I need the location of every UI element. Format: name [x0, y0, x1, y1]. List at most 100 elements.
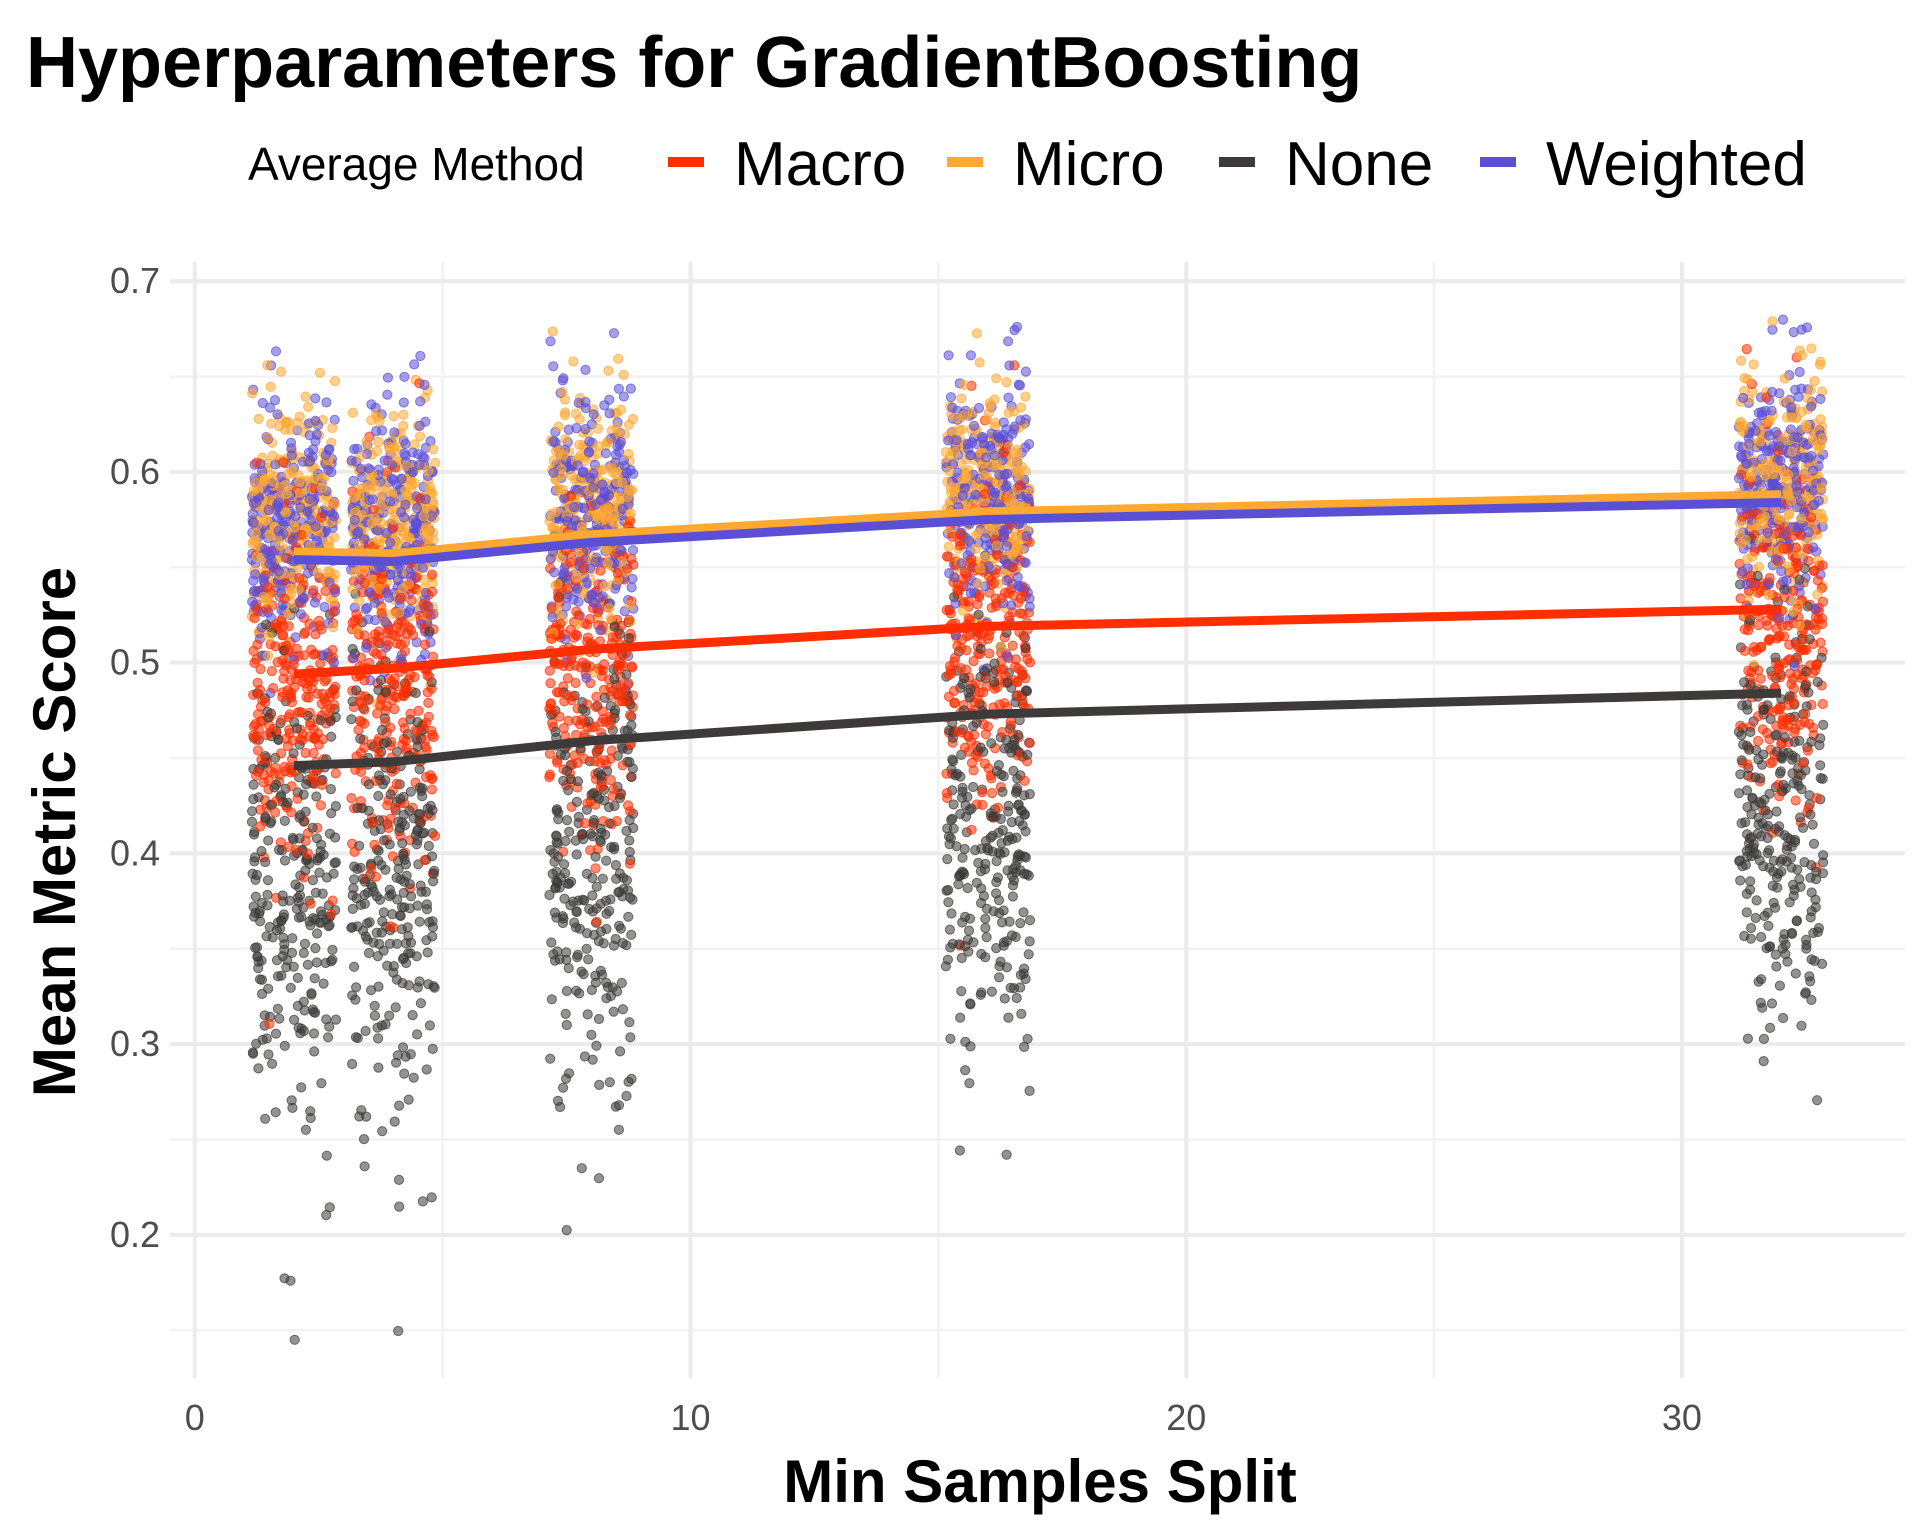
- data-point: [944, 466, 955, 477]
- data-point: [624, 757, 635, 768]
- data-point: [321, 397, 332, 408]
- data-point: [325, 784, 336, 795]
- data-point: [1809, 376, 1820, 387]
- data-point: [1009, 325, 1020, 336]
- data-point: [262, 889, 273, 900]
- data-point: [300, 391, 311, 402]
- data-point: [544, 771, 555, 783]
- data-point: [355, 899, 366, 911]
- data-point: [1794, 620, 1805, 631]
- data-point: [591, 903, 602, 914]
- data-point: [611, 632, 622, 643]
- data-point: [1741, 344, 1752, 355]
- data-point: [984, 648, 995, 659]
- data-point: [1011, 992, 1022, 1004]
- data-point: [319, 601, 330, 613]
- data-point: [330, 801, 341, 812]
- data-point: [545, 336, 556, 347]
- data-point: [965, 450, 977, 461]
- data-point: [980, 533, 991, 544]
- data-point: [397, 838, 408, 849]
- data-point: [318, 849, 329, 860]
- data-point: [298, 996, 309, 1007]
- data-point: [256, 974, 268, 986]
- data-point: [363, 614, 374, 625]
- data-point: [1777, 854, 1788, 865]
- data-point: [414, 420, 425, 431]
- data-point: [604, 1077, 615, 1088]
- data-point: [610, 449, 622, 460]
- data-point: [553, 421, 564, 432]
- data-point: [412, 717, 423, 728]
- data-point: [548, 848, 559, 859]
- data-point: [1751, 644, 1763, 656]
- data-point: [389, 427, 400, 438]
- data-point: [349, 961, 360, 972]
- data-point: [621, 940, 632, 951]
- data-point: [1001, 575, 1012, 586]
- data-point: [1007, 640, 1018, 651]
- data-point: [415, 431, 426, 442]
- data-point: [998, 905, 1009, 916]
- data-point: [594, 1079, 605, 1091]
- data-point: [955, 808, 966, 820]
- data-point: [546, 937, 557, 948]
- data-point: [1791, 915, 1803, 926]
- data-point: [300, 806, 311, 817]
- data-point: [412, 900, 423, 911]
- data-point: [372, 708, 383, 719]
- data-point: [414, 782, 426, 793]
- data-point: [400, 682, 411, 693]
- data-point: [263, 504, 274, 516]
- data-point: [1778, 934, 1789, 945]
- data-point: [1788, 606, 1799, 617]
- data-point: [411, 503, 423, 514]
- data-point: [1024, 593, 1035, 604]
- data-point: [589, 929, 600, 941]
- data-point: [415, 998, 426, 1009]
- data-point: [1012, 444, 1023, 456]
- data-point: [308, 1028, 320, 1039]
- data-point: [307, 1004, 318, 1015]
- data-point: [387, 694, 398, 706]
- legend-label-weighted: Weighted: [1546, 130, 1807, 199]
- data-point: [1742, 1033, 1754, 1044]
- data-point: [411, 726, 422, 737]
- data-point: [403, 931, 414, 942]
- data-point: [595, 625, 606, 636]
- data-point: [326, 467, 337, 478]
- data-point: [1003, 336, 1014, 347]
- data-point: [943, 435, 954, 446]
- data-point: [1766, 405, 1777, 416]
- data-point: [250, 891, 261, 902]
- data-point: [957, 786, 968, 797]
- scatter-points: [246, 314, 1829, 1345]
- data-point: [426, 1192, 437, 1203]
- data-point: [271, 796, 282, 807]
- data-point: [551, 912, 562, 923]
- data-point: [955, 663, 967, 674]
- data-point: [269, 395, 281, 406]
- data-point: [972, 599, 983, 610]
- data-point: [624, 710, 636, 721]
- data-point: [430, 457, 441, 468]
- data-point: [328, 657, 339, 668]
- data-point: [1810, 624, 1821, 635]
- data-point: [965, 350, 977, 361]
- data-point: [1001, 541, 1013, 552]
- data-point: [942, 823, 953, 834]
- data-point: [263, 835, 274, 846]
- data-point: [986, 738, 997, 749]
- data-point: [419, 649, 430, 660]
- data-point: [273, 525, 284, 537]
- data-point: [1744, 438, 1755, 449]
- data-point: [310, 943, 321, 954]
- data-point: [415, 350, 426, 362]
- data-point: [959, 673, 970, 684]
- data-point: [409, 359, 420, 370]
- data-point: [1796, 784, 1807, 795]
- data-point: [610, 1101, 621, 1112]
- data-point: [373, 1033, 384, 1044]
- data-point: [1011, 785, 1022, 797]
- data-point: [995, 813, 1007, 825]
